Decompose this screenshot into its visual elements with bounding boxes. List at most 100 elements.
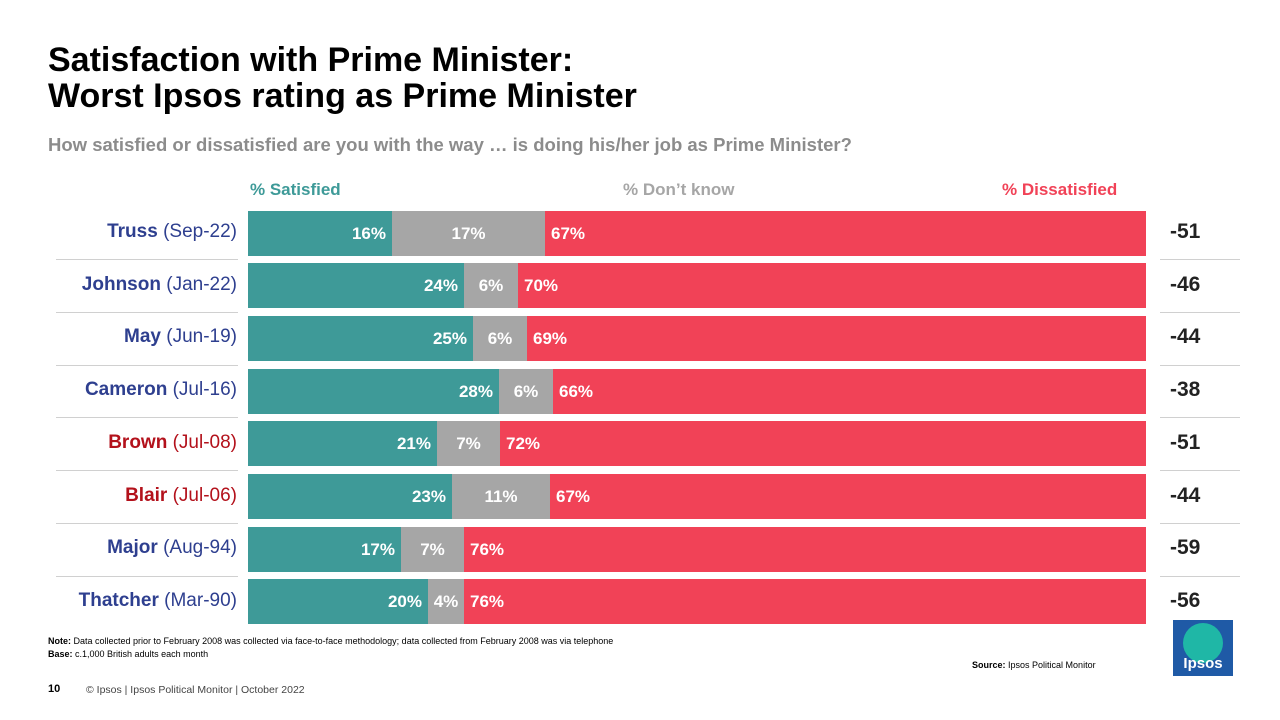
value-label: 66% [559,381,594,401]
dont-know-bar: 7% [401,527,464,572]
value-label: 67% [556,486,591,506]
value-label: 7% [456,433,481,453]
net-score: -51 [1170,220,1201,243]
satisfied-bar: 20% [248,579,428,624]
row-divider [56,470,238,471]
methodology-note: Note: Data collected prior to February 2… [48,636,613,646]
pm-date: (Jul-08) [172,432,237,453]
row-label: Johnson (Jan-22) [82,274,237,296]
value-label: 4% [433,591,459,611]
row-divider [56,312,238,313]
row-label: Cameron (Jul-16) [85,379,237,401]
net-divider [1160,312,1240,313]
dont-know-bar: 6% [499,369,553,414]
value-label: 17% [360,539,395,559]
pm-date: (Aug-94) [163,537,237,558]
value-label: 21% [396,433,431,453]
footer-copyright: © Ipsos | Ipsos Political Monitor | Octo… [86,684,305,696]
net-divider [1160,417,1240,418]
base-note: Base: c.1,000 British adults each month [48,649,208,659]
dissatisfied-bar: 76% [464,527,1146,572]
row-divider [56,523,238,524]
source-label: Source: [972,660,1006,670]
net-score: -46 [1170,273,1201,296]
dont-know-bar: 6% [473,316,527,361]
value-label: 16% [351,223,386,243]
dissatisfied-bar: 70% [518,263,1146,308]
value-label: 67% [551,223,586,243]
net-divider [1160,470,1240,471]
net-score: -59 [1170,536,1201,559]
net-divider [1160,576,1240,577]
value-label: 6% [478,275,504,295]
ipsos-logo: Ipsos [1173,620,1233,676]
page-title: Satisfaction with Prime Minister: Worst … [48,42,637,114]
question-subtitle: How satisfied or dissatisfied are you wi… [48,134,852,155]
dissatisfied-bar: 69% [527,316,1146,361]
row-label: Truss (Sep-22) [107,221,237,243]
value-label: 76% [470,539,505,559]
dont-know-bar: 11% [452,474,550,519]
page-number: 10 [48,683,61,695]
pm-name: Major [107,537,158,558]
satisfied-bar: 28% [248,369,499,414]
pm-name: Truss [107,221,158,242]
dont-know-bar: 17% [392,211,545,256]
legend-dissatisfied: % Dissatisfied [1002,180,1118,199]
pm-date: (Sep-22) [163,221,237,242]
pm-name: Johnson [81,274,161,295]
row-divider [56,576,238,577]
row-divider [56,365,238,366]
logo-text: Ipsos [1183,655,1223,672]
value-label: 72% [506,433,541,453]
dissatisfied-bar: 66% [553,369,1146,414]
pm-name: Cameron [84,379,168,400]
value-label: 69% [533,328,568,348]
source-note: Source: Ipsos Political Monitor [972,660,1096,670]
net-score: -44 [1170,325,1201,348]
value-label: 7% [420,539,445,559]
value-label: 17% [451,223,486,243]
title-line-1: Satisfaction with Prime Minister: [48,41,574,79]
row-label: Blair (Jul-06) [125,485,237,507]
value-label: 6% [513,381,539,401]
pm-date: (Jan-22) [166,274,237,295]
value-label: 25% [432,328,467,348]
legend-satisfied: % Satisfied [250,180,341,199]
satisfied-bar: 24% [248,263,464,308]
value-label: 28% [458,381,493,401]
row-label: May (Jun-19) [124,326,237,348]
dont-know-bar: 7% [437,421,500,466]
dissatisfied-bar: 76% [464,579,1146,624]
net-divider [1160,365,1240,366]
row-divider [56,417,238,418]
pm-date: (Jul-16) [172,379,237,400]
dissatisfied-bar: 72% [500,421,1146,466]
satisfied-bar: 21% [248,421,437,466]
value-label: 11% [484,486,518,506]
dont-know-bar: 6% [464,263,518,308]
net-score: -51 [1170,431,1201,454]
net-divider [1160,259,1240,260]
logo-circle-icon [1183,623,1223,663]
value-label: 70% [524,275,559,295]
source-text: Ipsos Political Monitor [1008,660,1096,670]
pm-date: (Mar-90) [164,590,237,611]
note-label: Note: [48,636,71,646]
value-label: 6% [487,328,513,348]
pm-date: (Jun-19) [166,326,237,347]
dissatisfied-bar: 67% [550,474,1146,519]
value-label: 76% [470,591,505,611]
row-label: Brown (Jul-08) [108,432,237,454]
pm-name: Blair [125,485,168,506]
satisfied-bar: 17% [248,527,401,572]
note-text: Data collected prior to February 2008 wa… [73,636,614,646]
base-text: c.1,000 British adults each month [75,649,209,659]
dissatisfied-bar: 67% [545,211,1146,256]
title-line-2: Worst Ipsos rating as Prime Minister [48,77,637,115]
pm-date: (Jul-06) [172,485,237,506]
pm-name: Thatcher [78,590,159,611]
net-score: -56 [1170,589,1201,612]
legend-dont-know: % Don’t know [623,180,735,199]
satisfied-bar: 16% [248,211,392,256]
